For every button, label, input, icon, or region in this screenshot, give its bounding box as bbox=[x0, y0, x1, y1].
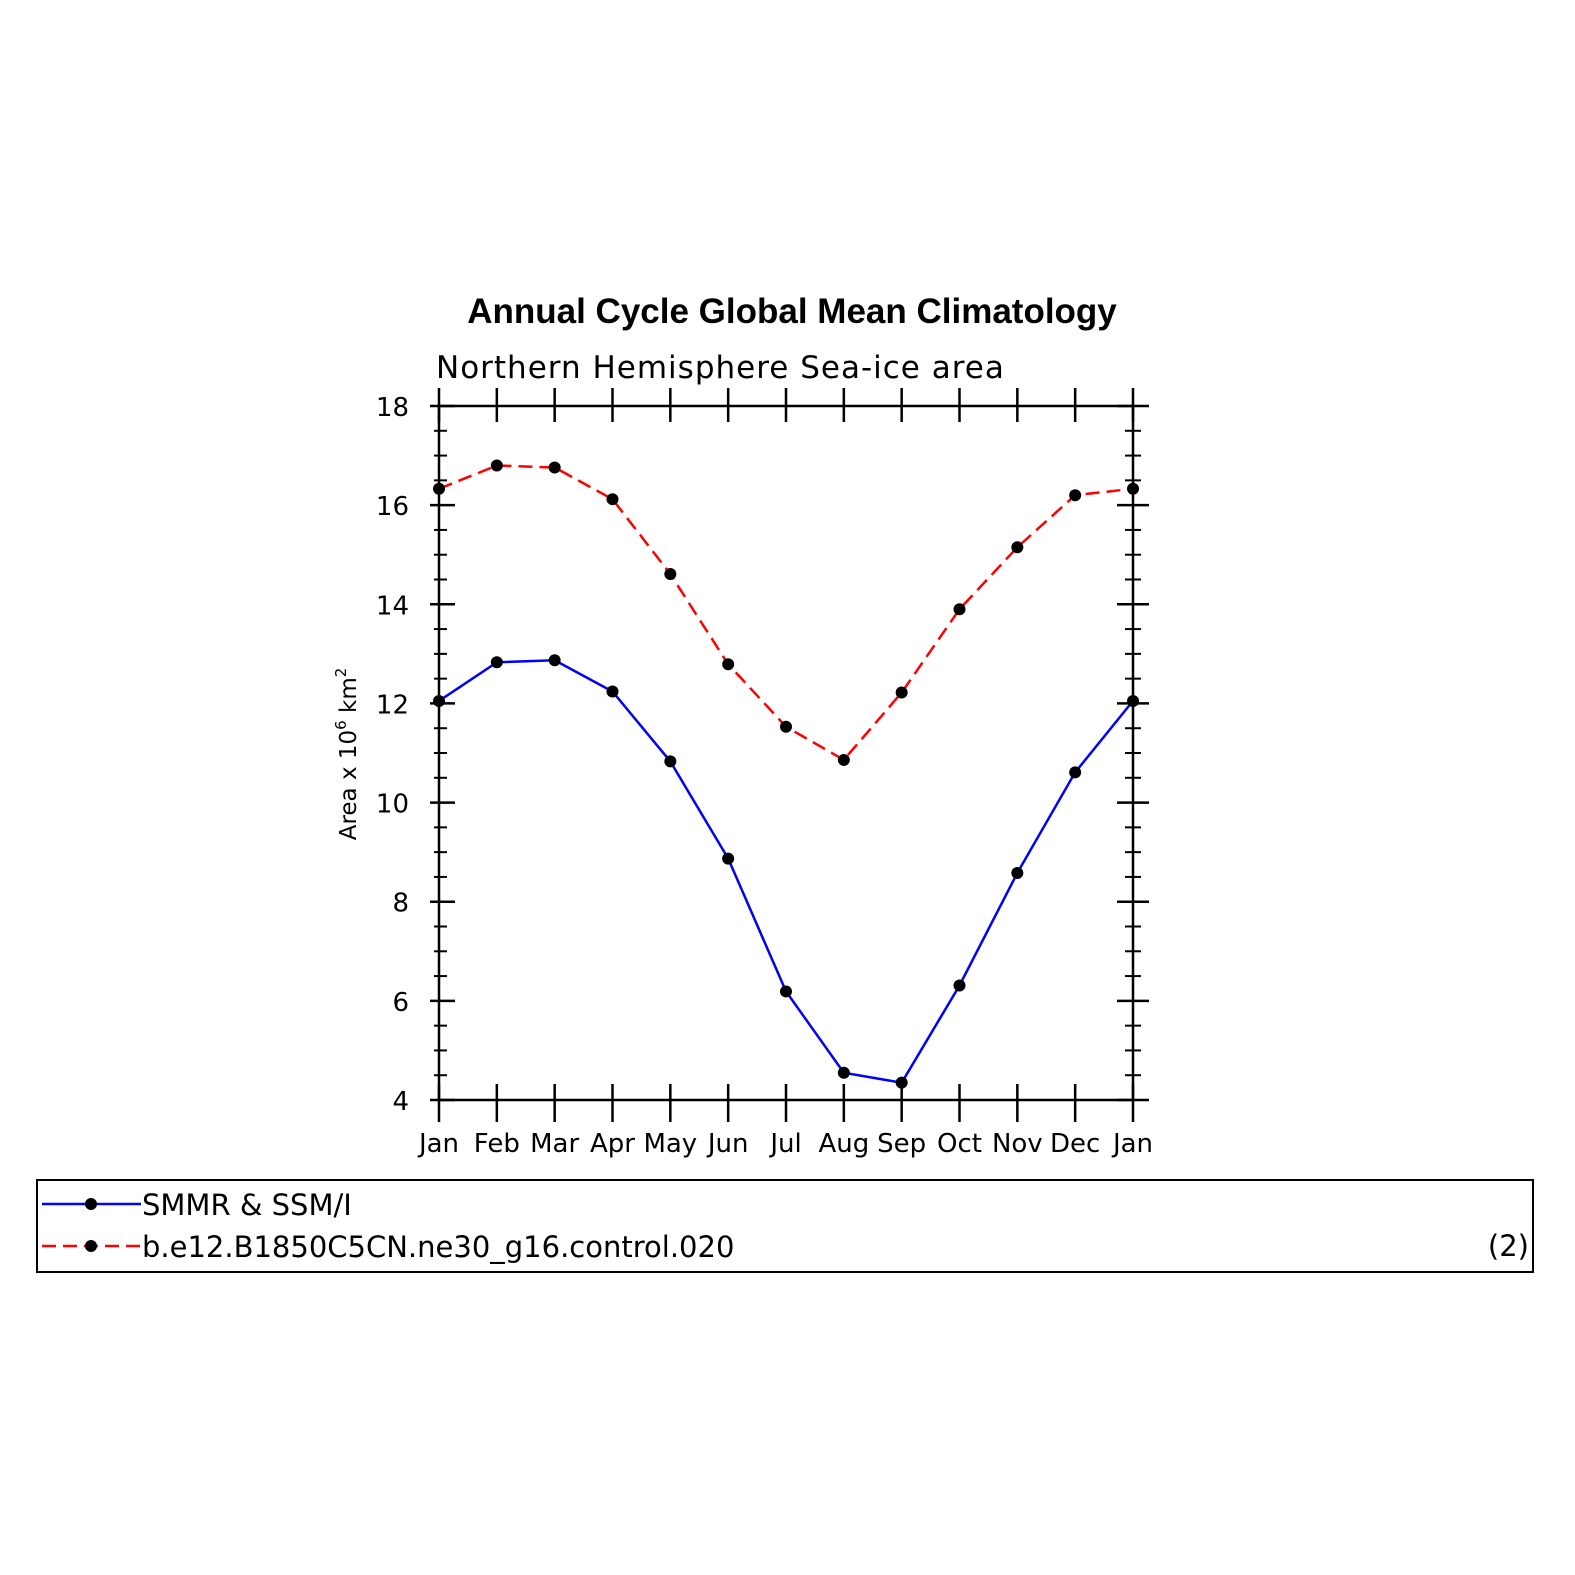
plot-area: 4 6 8 10 12 14 16 18 Jan Feb Mar Apr May Jun Jul Aug Sep… bbox=[376, 388, 1153, 1159]
y-tick-label: 4 bbox=[392, 1087, 409, 1117]
y-tick-label: 12 bbox=[376, 690, 409, 720]
x-tick-label: Aug bbox=[818, 1129, 869, 1159]
x-tick-label: Sep bbox=[877, 1129, 926, 1159]
y-tick-label: 8 bbox=[392, 889, 409, 919]
chart-subtitle: Northern Hemisphere Sea-ice area bbox=[436, 350, 1005, 386]
x-tick-label: Jan bbox=[417, 1129, 459, 1159]
series-2-point bbox=[722, 658, 735, 671]
series-1-point bbox=[548, 654, 561, 667]
series-2-point bbox=[837, 753, 850, 766]
y-tick-label: 16 bbox=[376, 492, 409, 522]
series-1-point bbox=[664, 755, 677, 768]
series-2-point bbox=[780, 720, 792, 733]
x-tick-label: Dec bbox=[1050, 1129, 1100, 1159]
x-tick-label: Oct bbox=[937, 1129, 982, 1159]
series-1-point bbox=[837, 1066, 850, 1079]
series-1-point bbox=[490, 656, 503, 669]
series-1-point bbox=[780, 985, 792, 998]
y-axis-label-exp1: 6 bbox=[332, 720, 350, 730]
y-axis-label-exp2: 2 bbox=[332, 668, 350, 678]
series-2-point bbox=[606, 493, 619, 506]
series-2-point bbox=[953, 603, 966, 616]
x-tick-label: Feb bbox=[474, 1129, 520, 1159]
x-tick-label: Mar bbox=[530, 1129, 579, 1159]
legend-box bbox=[36, 1179, 1534, 1273]
x-tick-label: May bbox=[643, 1129, 697, 1159]
chart-title: Annual Cycle Global Mean Climatology bbox=[467, 292, 1117, 331]
legend-label-1: SMMR & SSM/I bbox=[142, 1188, 352, 1222]
x-tick-label: Jan bbox=[1111, 1129, 1153, 1159]
y-axis-label-prefix: Area x 10 bbox=[336, 730, 362, 840]
y-tick-label: 6 bbox=[392, 988, 409, 1018]
y-axis-label: Area x 106 km2 bbox=[332, 668, 362, 841]
series-2-point bbox=[1069, 489, 1082, 502]
x-tick-label: Jun bbox=[706, 1129, 749, 1159]
y-tick-label: 10 bbox=[376, 790, 409, 820]
series-2-point bbox=[664, 568, 677, 581]
x-tick-label: Apr bbox=[590, 1129, 635, 1159]
series-1-point bbox=[1069, 766, 1082, 779]
series-2-point bbox=[895, 686, 908, 699]
legend-marker-2 bbox=[85, 1240, 97, 1252]
series-1-point bbox=[1011, 866, 1024, 879]
y-tick-label: 18 bbox=[376, 393, 409, 423]
y-axis-label-unit: km bbox=[336, 677, 362, 720]
y-tick-label: 14 bbox=[376, 591, 409, 621]
series-1-point bbox=[953, 979, 966, 992]
series-1-point bbox=[895, 1076, 908, 1089]
x-tick-label: Nov bbox=[992, 1129, 1043, 1159]
legend-note: (2) bbox=[1488, 1229, 1529, 1263]
series-line-2 bbox=[438, 464, 1134, 762]
series-1-point bbox=[606, 685, 619, 698]
series-2-point bbox=[1011, 541, 1024, 554]
x-tick-label: Jul bbox=[768, 1129, 801, 1159]
legend: SMMR & SSM/I b.e12.B1850C5CN.ne30_g16.con… bbox=[42, 1188, 734, 1264]
legend-marker-1 bbox=[85, 1198, 97, 1210]
series-2-point bbox=[548, 461, 561, 474]
series-1-point bbox=[722, 852, 735, 865]
legend-label-2: b.e12.B1850C5CN.ne30_g16.control.020 bbox=[142, 1230, 734, 1264]
series-2-point bbox=[490, 459, 503, 472]
